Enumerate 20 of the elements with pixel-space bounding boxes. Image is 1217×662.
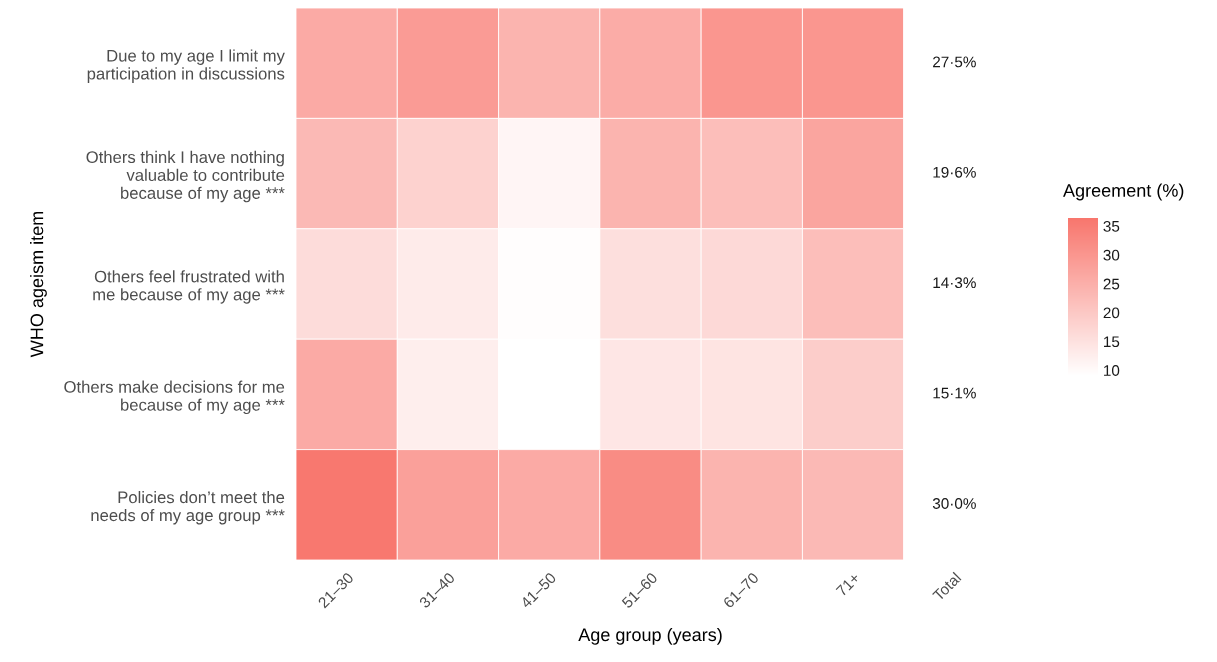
y-tick-label: Others think I have nothing valuable to contribute because of my age *** [86, 150, 285, 203]
text: 19·6% [933, 166, 976, 178]
color-bar-title: Agreement (%) [1063, 183, 1184, 201]
color-bar-label: 20 [1103, 307, 1120, 319]
text: 30·0% [932, 498, 976, 509]
text: 27·5% [933, 56, 976, 68]
y-tick-label: Policies don’t meet the needs of my age group *** [91, 490, 285, 525]
text: 14·3% [933, 277, 976, 289]
y-tick-label: Due to my age I limit my participation in discussions [87, 49, 285, 83]
y-tick-label: Others feel frustrated with me because of my age *** [93, 270, 285, 304]
y-tick-label: Others make decisions for me because of my age *** [64, 380, 285, 415]
x-tick-label: 71+ [835, 572, 861, 597]
y-axis-title: WHO ageism item [30, 211, 47, 358]
color-bar-label: 30 [1103, 249, 1120, 261]
x-axis-title: Age group (years) [578, 627, 722, 645]
color-bar-label: 15 [1104, 336, 1120, 348]
color-bar-label: 10 [1104, 365, 1120, 376]
color-bar-label: 25 [1103, 278, 1120, 290]
color-bar-label: 35 [1103, 220, 1120, 232]
text: 15·1% [933, 387, 976, 399]
